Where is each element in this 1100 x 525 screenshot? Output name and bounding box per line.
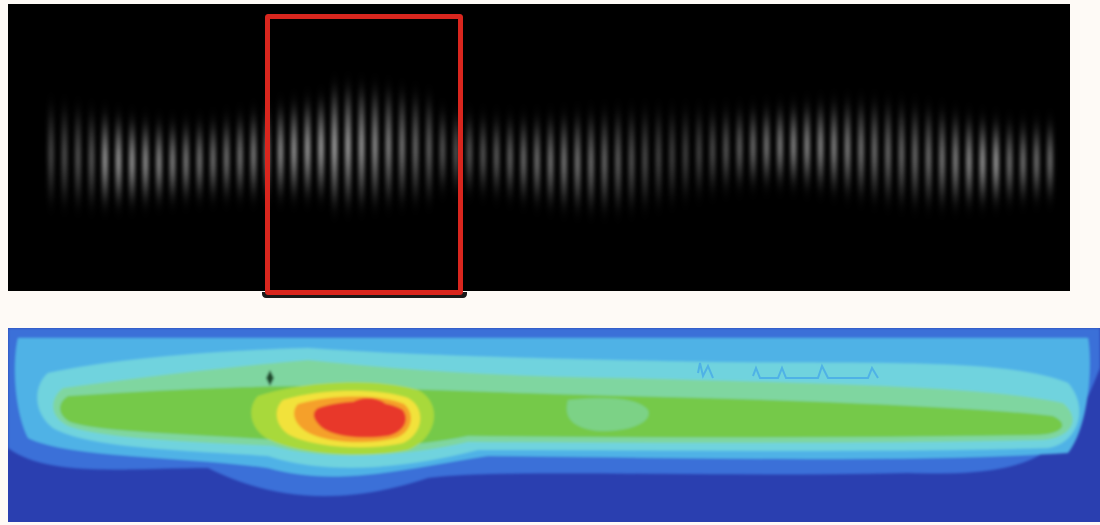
fringe-stripe [1020, 122, 1026, 202]
fringe-stripe [304, 99, 311, 200]
highlight-box [265, 14, 463, 295]
fringe-stripe [75, 107, 81, 208]
fringe-pattern [48, 83, 1053, 213]
fringe-stripe [453, 112, 459, 192]
fringe-stripe [790, 105, 797, 187]
fringe-stripe [831, 101, 837, 194]
fringe-stripe [601, 110, 608, 213]
grayscale-image-panel [8, 4, 1070, 291]
fringe-stripe [615, 109, 621, 212]
fringe-stripe [250, 111, 257, 199]
fringe-stripe [1033, 122, 1040, 201]
fringe-stripe [1006, 121, 1013, 203]
fringe-stripe [534, 116, 540, 205]
fringe-stripe [574, 113, 581, 211]
fringe-stripe [493, 116, 500, 197]
fringe-stripe [723, 109, 729, 191]
fringe-stripe [979, 118, 986, 205]
fringe-stripe [142, 119, 149, 204]
fringe-stripe [696, 109, 702, 197]
fringe-stripe [750, 108, 756, 187]
fringe-stripe [871, 101, 878, 202]
fringe-stripe [129, 117, 135, 206]
fringe-stripe [196, 121, 203, 200]
fringe-stripe [966, 115, 972, 206]
fringe-stripe [777, 106, 783, 186]
fringe-stripe [358, 84, 365, 208]
fringe-stripe [547, 115, 554, 207]
heatmap-panel [8, 328, 1100, 522]
fringe-stripe [412, 92, 419, 204]
fringe-stripe [61, 104, 68, 207]
fringe-stripe [844, 101, 851, 196]
fringe-stripe [804, 103, 810, 189]
fringe-stripe [115, 115, 122, 207]
highlight-box-shadow [262, 292, 467, 298]
fringe-stripe [345, 83, 351, 210]
fringe-stripe [223, 117, 230, 199]
fringe-stripe [669, 108, 675, 203]
heatmap-contours [8, 328, 1100, 497]
fringe-stripe [561, 114, 567, 210]
fringe-stripe [439, 109, 446, 191]
fringe-stripe [399, 89, 405, 205]
fringe-stripe [939, 110, 945, 208]
fringe-stripe [628, 109, 635, 211]
fringe-stripe [466, 114, 473, 193]
fringe-stripe [1047, 121, 1053, 200]
fringe-stripe [480, 115, 486, 194]
fringe-stripe [952, 113, 959, 207]
fringe-stripe [682, 109, 689, 200]
fringe-stripe [925, 107, 932, 208]
fringe-stripe [817, 102, 824, 191]
fringe-stripe [183, 122, 189, 201]
fringe-stripe [993, 120, 999, 204]
fringe-stripe [318, 97, 324, 199]
fringe-stripe [88, 109, 95, 208]
fringe-stripe [655, 108, 662, 206]
fringe-stripe [291, 101, 297, 200]
fringe-stripe [520, 117, 527, 202]
fringe-stripe [169, 122, 176, 202]
fringe-stripe [588, 111, 594, 212]
fringe-stripe [277, 104, 284, 200]
fringe-stripe [642, 108, 648, 209]
fringe-stripe [210, 119, 216, 199]
heatmap-noise-spikes [697, 362, 879, 379]
fringe-stripe [507, 117, 513, 199]
fringe-stripe [885, 101, 891, 204]
fringe-stripe [736, 108, 743, 188]
fringe-stripe [385, 87, 392, 206]
fringe-stripe [912, 105, 918, 207]
fringe-stripe [237, 114, 243, 199]
fringe-stripe [709, 109, 716, 193]
fringe-stripe [48, 103, 54, 205]
fringe-stripe [898, 103, 905, 206]
fringe-stripe [156, 121, 162, 203]
fringe-stripe [331, 84, 338, 210]
fringe-stripe [858, 100, 864, 199]
fringe-stripe [102, 112, 108, 207]
fringe-stripe [763, 107, 770, 186]
fringe-stripe [426, 95, 432, 203]
fringe-stripe [372, 85, 378, 207]
